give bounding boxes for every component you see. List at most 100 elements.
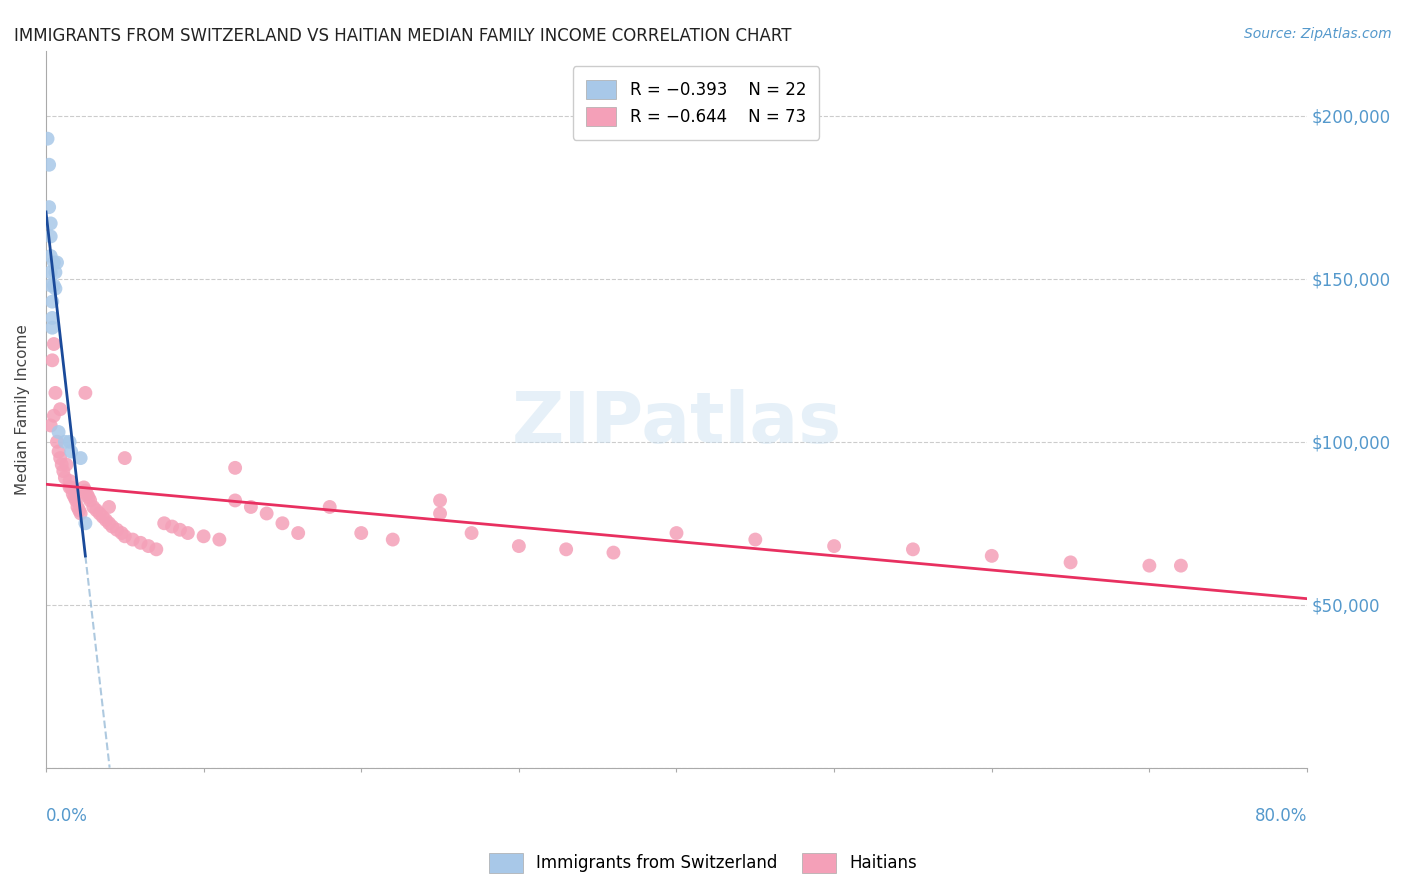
Point	[77, 490, 100, 504]
Point	[59, 434, 82, 449]
Point	[59, 480, 82, 494]
Point	[38, 158, 60, 172]
Point	[177, 526, 200, 541]
Point	[41, 353, 63, 368]
Point	[39, 216, 62, 230]
Point	[1170, 558, 1192, 573]
Point	[49, 451, 72, 466]
Point	[193, 529, 215, 543]
Point	[208, 533, 231, 547]
Point	[48, 425, 70, 439]
Point	[69, 451, 91, 466]
Point	[65, 493, 87, 508]
Point	[39, 418, 62, 433]
Point	[41, 310, 63, 325]
Point	[224, 461, 246, 475]
Text: 80.0%: 80.0%	[1254, 807, 1308, 825]
Text: 0.0%: 0.0%	[46, 807, 87, 825]
Point	[52, 464, 75, 478]
Point	[980, 549, 1002, 563]
Point	[59, 474, 82, 488]
Point	[901, 542, 924, 557]
Point	[169, 523, 191, 537]
Point	[39, 229, 62, 244]
Point	[75, 483, 97, 498]
Point	[73, 480, 96, 494]
Point	[1137, 558, 1160, 573]
Point	[287, 526, 309, 541]
Point	[49, 402, 72, 417]
Point	[602, 546, 624, 560]
Point	[381, 533, 404, 547]
Point	[111, 526, 134, 541]
Point	[39, 278, 62, 293]
Point	[46, 434, 69, 449]
Point	[62, 487, 84, 501]
Legend: Immigrants from Switzerland, Haitians: Immigrants from Switzerland, Haitians	[482, 847, 924, 880]
Point	[98, 500, 121, 514]
Text: ZIPatlas: ZIPatlas	[512, 389, 842, 458]
Point	[1059, 555, 1081, 569]
Point	[138, 539, 160, 553]
Point	[79, 493, 101, 508]
Point	[114, 529, 136, 543]
Point	[42, 337, 65, 351]
Point	[153, 516, 176, 531]
Point	[60, 480, 83, 494]
Point	[69, 507, 91, 521]
Point	[555, 542, 578, 557]
Point	[39, 249, 62, 263]
Point	[508, 539, 530, 553]
Point	[89, 507, 111, 521]
Text: Source: ZipAtlas.com: Source: ZipAtlas.com	[1244, 27, 1392, 41]
Point	[271, 516, 294, 531]
Point	[42, 278, 65, 293]
Point	[91, 509, 114, 524]
Point	[94, 513, 117, 527]
Point	[82, 500, 104, 514]
Point	[429, 507, 451, 521]
Point	[44, 385, 66, 400]
Point	[42, 255, 65, 269]
Point	[114, 451, 136, 466]
Point	[63, 490, 86, 504]
Text: IMMIGRANTS FROM SWITZERLAND VS HAITIAN MEDIAN FAMILY INCOME CORRELATION CHART: IMMIGRANTS FROM SWITZERLAND VS HAITIAN M…	[14, 27, 792, 45]
Point	[86, 503, 108, 517]
Point	[46, 255, 69, 269]
Point	[75, 516, 97, 531]
Point	[105, 523, 128, 537]
Point	[66, 500, 89, 514]
Point	[823, 539, 845, 553]
Point	[224, 493, 246, 508]
Point	[318, 500, 340, 514]
Point	[129, 536, 152, 550]
Point	[350, 526, 373, 541]
Point	[429, 493, 451, 508]
Point	[256, 507, 278, 521]
Point	[44, 265, 66, 279]
Point	[55, 458, 77, 472]
Point	[98, 516, 121, 531]
Point	[41, 294, 63, 309]
Point	[160, 519, 183, 533]
Legend: R = −0.393    N = 22, R = −0.644    N = 73: R = −0.393 N = 22, R = −0.644 N = 73	[574, 66, 820, 140]
Point	[42, 409, 65, 423]
Point	[665, 526, 688, 541]
Point	[75, 385, 97, 400]
Point	[121, 533, 143, 547]
Point	[76, 487, 98, 501]
Point	[39, 265, 62, 279]
Point	[239, 500, 262, 514]
Point	[60, 444, 83, 458]
Point	[53, 434, 76, 449]
Point	[145, 542, 167, 557]
Point	[37, 131, 59, 145]
Point	[51, 458, 73, 472]
Point	[460, 526, 482, 541]
Point	[53, 470, 76, 484]
Point	[101, 519, 124, 533]
Point	[67, 503, 90, 517]
Point	[44, 282, 66, 296]
Point	[41, 320, 63, 334]
Point	[38, 200, 60, 214]
